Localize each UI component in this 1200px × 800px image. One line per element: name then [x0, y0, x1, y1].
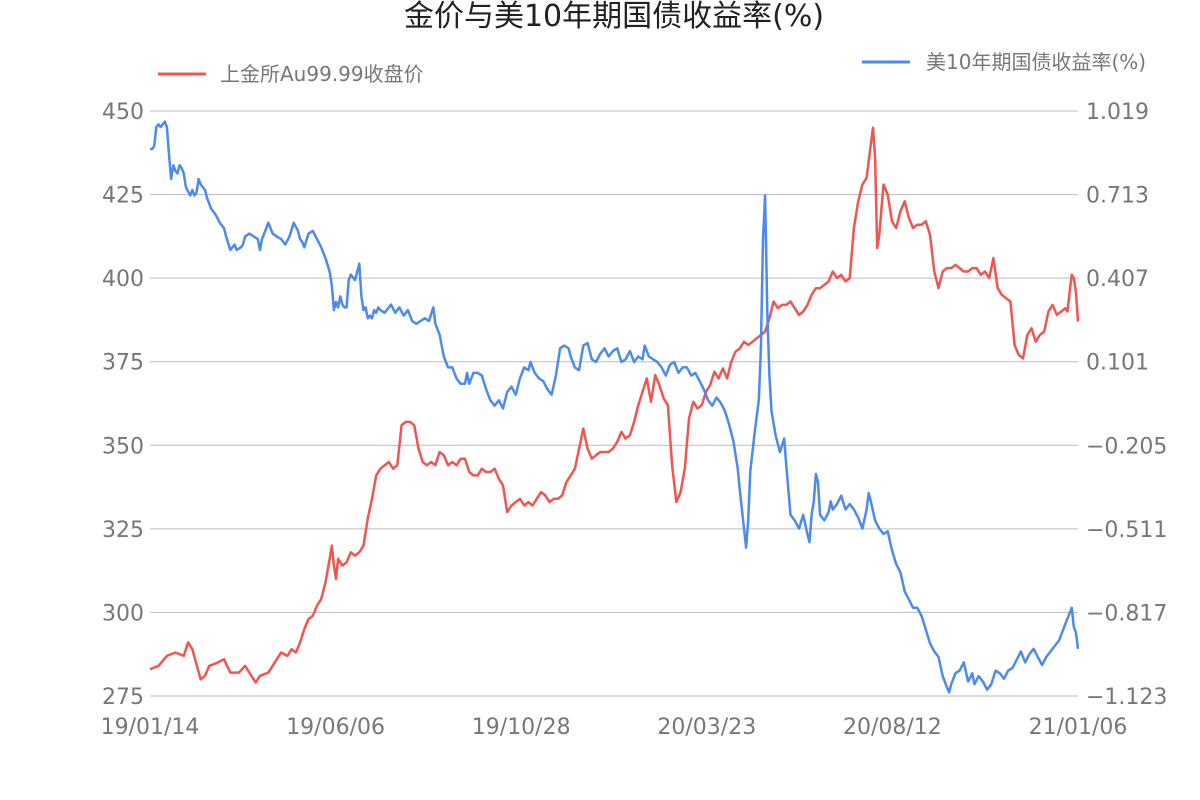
x-tick-label: 19/10/28: [472, 715, 571, 740]
x-tick-label: 20/08/12: [843, 715, 942, 740]
series-line-gold-price: [149, 126, 1080, 684]
y-left-tick-label: 275: [102, 685, 144, 710]
y-right-tick-label: −1.123: [1086, 685, 1167, 710]
legend-left[interactable]: 上金所Au99.99收盘价: [158, 62, 424, 86]
y-right-tick-label: 0.713: [1086, 184, 1149, 209]
x-tick-label: 21/01/06: [1029, 715, 1128, 740]
x-tick-label: 20/03/23: [657, 715, 756, 740]
y-right-tick-label: −0.817: [1086, 601, 1167, 626]
y-right-tick-label: 0.101: [1086, 351, 1149, 376]
y-right-tick-label: 0.407: [1086, 267, 1149, 292]
y-left-tick-label: 325: [102, 518, 144, 543]
y-left-tick-label: 350: [102, 434, 144, 459]
y-right-tick-label: −0.511: [1086, 518, 1167, 543]
y-left-tick-label: 375: [102, 351, 144, 376]
y-left-tick-label: 300: [102, 601, 144, 626]
legend-label-yield: 美10年期国债收益率(%): [926, 50, 1146, 74]
chart-title: 金价与美10年期国债收益率(%): [404, 0, 824, 34]
x-axis: 19/01/14 19/06/06 19/10/28 20/03/23 20/08/12…: [101, 715, 1128, 740]
y-axis-right: 1.019 0.713 0.407 0.101 −0.205 −0.511 −0.817 −1…: [1086, 100, 1167, 710]
x-tick-label: 19/06/06: [286, 715, 385, 740]
y-left-tick-label: 425: [102, 184, 144, 209]
y-right-tick-label: −0.205: [1086, 434, 1167, 459]
y-right-tick-label: 1.019: [1086, 100, 1149, 125]
gridlines: [150, 110, 1078, 697]
x-tick-label: 19/01/14: [101, 715, 200, 740]
plot-series: [149, 120, 1080, 694]
y-axis-left: 450 425 400 375 350 325 300 275: [102, 100, 144, 710]
series-line-treasury-yield: [150, 120, 1080, 694]
y-left-tick-label: 400: [102, 267, 144, 292]
y-left-tick-label: 450: [102, 100, 144, 125]
legend-label-gold: 上金所Au99.99收盘价: [220, 62, 424, 86]
legend-right[interactable]: 美10年期国债收益率(%): [862, 50, 1146, 74]
